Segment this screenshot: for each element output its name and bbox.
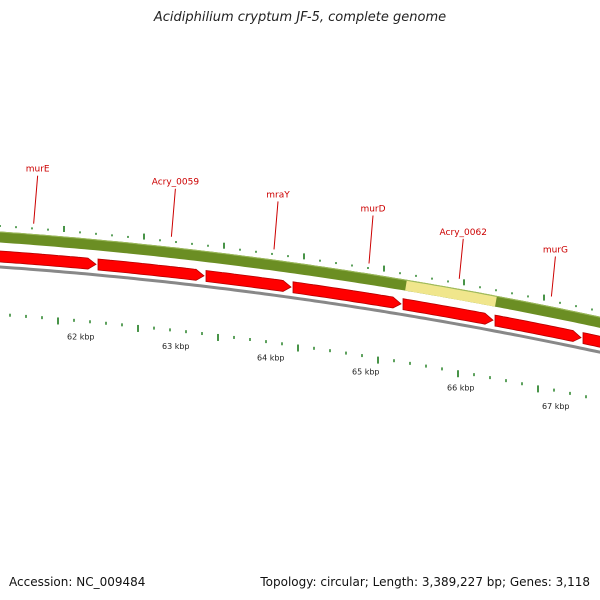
gene-arrow[interactable]: [205, 270, 292, 292]
cds-band-edge: [0, 231, 600, 318]
gene-label-text[interactable]: murG: [543, 245, 568, 255]
gene-leader-line: [273, 201, 279, 250]
gene-leader-line: [33, 175, 39, 224]
gene-label-mray[interactable]: mraY: [266, 190, 290, 250]
kbp-label: 67 kbp: [542, 402, 570, 411]
kbp-label: 65 kbp: [352, 368, 380, 377]
cds-band-track: [0, 231, 600, 328]
gene-arrow[interactable]: [402, 298, 494, 325]
gene-labels[interactable]: murE Acry_0059 mraY murD Acry_0062 murG: [26, 165, 568, 297]
cds-band-highlight: [405, 279, 497, 307]
gene-arrow[interactable]: [582, 332, 600, 348]
genome-backbone: [0, 265, 600, 354]
backbone-line: [0, 265, 600, 354]
gene-arrow[interactable]: [494, 314, 582, 342]
inner-tick-marks: [0, 225, 593, 311]
genome-summary-text: Topology: circular; Length: 3,389,227 bp…: [260, 575, 590, 589]
gene-arrow[interactable]: [0, 250, 97, 270]
gene-label-text[interactable]: mraY: [266, 190, 290, 200]
scale-tick-marks: [9, 313, 587, 399]
kbp-label: 62 kbp: [67, 332, 95, 341]
accession-text: Accession: NC_009484: [9, 575, 146, 589]
map-title: Acidiphilium cryptum JF-5, complete geno…: [153, 10, 447, 25]
gene-arrow-track: [0, 250, 600, 348]
gene-leader-line: [458, 238, 464, 279]
gene-label-text[interactable]: Acry_0062: [440, 228, 487, 238]
gene-label-acry_0062[interactable]: Acry_0062: [440, 228, 487, 279]
gene-label-mure[interactable]: murE: [26, 165, 50, 224]
kbp-label: 63 kbp: [162, 342, 190, 351]
gene-label-acry_0059[interactable]: Acry_0059: [152, 178, 200, 237]
gene-leader-line: [170, 188, 176, 237]
gene-arrow[interactable]: [292, 281, 402, 309]
gene-arrow[interactable]: [97, 258, 205, 281]
kbp-label: 64 kbp: [257, 354, 285, 363]
gene-label-text[interactable]: murD: [360, 204, 385, 214]
gene-label-text[interactable]: Acry_0059: [152, 178, 200, 188]
gene-leader-line: [368, 215, 374, 264]
gene-label-murd[interactable]: murD: [360, 204, 386, 264]
gene-label-murg[interactable]: murG: [543, 245, 568, 297]
cds-band: [0, 231, 600, 328]
gene-label-text[interactable]: murE: [26, 165, 50, 175]
kbp-label: 66 kbp: [447, 384, 475, 393]
gene-leader-line: [550, 256, 556, 297]
